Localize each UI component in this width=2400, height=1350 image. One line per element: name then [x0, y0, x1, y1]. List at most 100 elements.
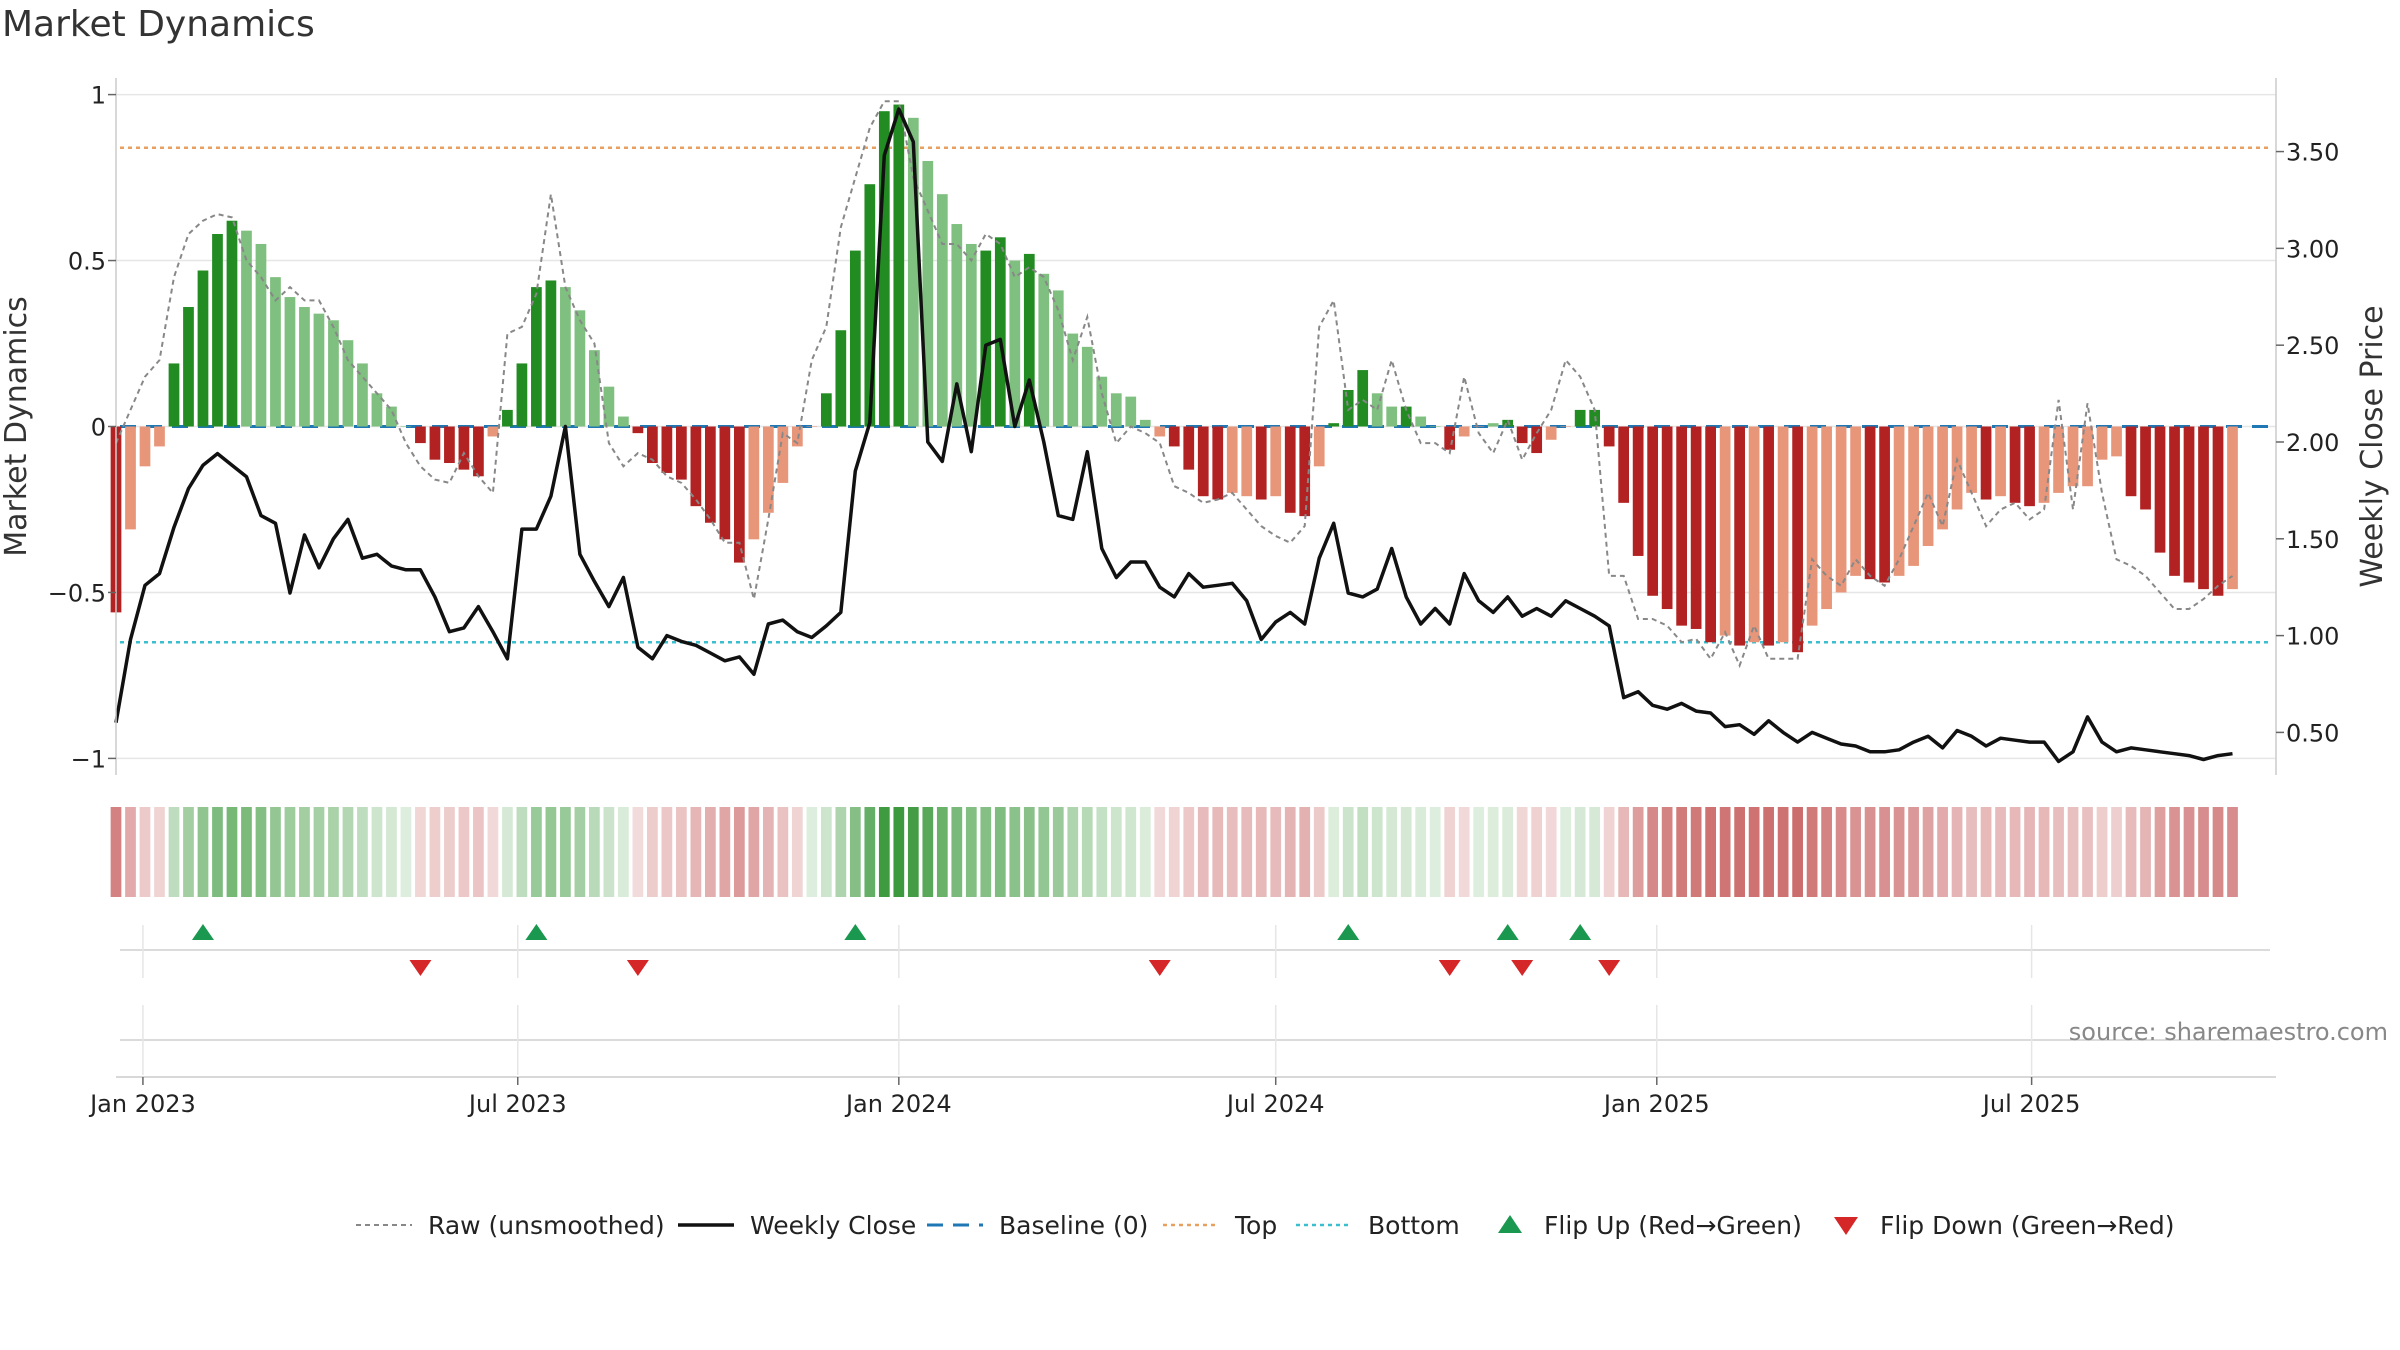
trend-strip-cell	[733, 807, 745, 897]
legend-item: Raw (unsmoothed)	[356, 1211, 665, 1240]
trend-strip-cell	[647, 807, 658, 897]
trend-strip-cell	[1647, 807, 1659, 897]
dynamics-bar	[1212, 426, 1224, 500]
trend-strip-cell	[1313, 807, 1325, 897]
dynamics-bar	[1937, 426, 1948, 530]
trend-strip-cell	[618, 807, 629, 897]
dynamics-bar	[386, 406, 397, 427]
trend-strip-cell	[1284, 807, 1296, 897]
trend-strip-cell	[1661, 807, 1673, 897]
dynamics-bar	[2009, 426, 2021, 503]
trend-strip-cell	[1545, 807, 1557, 897]
left-tick-label: 0.5	[68, 248, 106, 276]
dynamics-bar	[1241, 426, 1253, 497]
dynamics-bar	[313, 313, 325, 427]
trend-strip-cell	[516, 807, 528, 897]
dynamics-bar	[502, 409, 513, 427]
dynamics-bar	[1023, 253, 1035, 427]
dynamics-bar	[1922, 426, 1934, 546]
trend-strip-cell	[1821, 807, 1832, 897]
trend-strip-cell	[1502, 807, 1514, 897]
trend-strip-cell	[1444, 807, 1456, 897]
dynamics-bar	[1154, 426, 1166, 437]
dynamics-bar	[371, 393, 383, 427]
dynamics-bar	[2038, 426, 2050, 503]
trend-strip-cell	[487, 807, 499, 897]
dynamics-bar	[1734, 426, 1745, 646]
legend-label: Top	[1234, 1211, 1277, 1240]
dynamics-bar	[820, 393, 832, 427]
trend-strip-cell	[1110, 807, 1122, 897]
dynamics-bar	[2212, 426, 2224, 596]
dynamics-bar	[1719, 426, 1731, 636]
trend-strip-cell	[1357, 807, 1369, 897]
trend-strip-cell	[690, 807, 702, 897]
dynamics-bar	[907, 117, 919, 427]
trend-strip-cell	[1705, 807, 1716, 897]
trend-strip-cell	[994, 807, 1006, 897]
legend-label: Raw (unsmoothed)	[428, 1211, 665, 1240]
dynamics-bar	[690, 426, 702, 507]
dynamics-bar	[951, 224, 963, 427]
dynamics-bar	[1400, 406, 1412, 427]
flip-down-marker	[1438, 960, 1461, 976]
trend-strip-cell	[284, 807, 296, 897]
flip-down-marker	[1598, 960, 1621, 976]
trend-strip-cell	[502, 807, 513, 897]
left-tick-label: 0	[91, 414, 106, 442]
trend-strip-cell	[1516, 807, 1528, 897]
dynamics-bar	[1125, 396, 1137, 427]
dynamics-bar	[1313, 426, 1325, 467]
dynamics-bar	[1110, 393, 1122, 427]
dynamics-bar	[1980, 426, 1992, 500]
dynamics-bar	[661, 426, 673, 473]
trend-strip-cell	[1531, 807, 1543, 897]
trend-strip-cell	[226, 807, 238, 897]
trend-strip-cell	[299, 807, 310, 897]
dynamics-bar	[2082, 426, 2093, 487]
trend-strip-cell	[2169, 807, 2180, 897]
x-tick-label: Jan 2024	[844, 1090, 952, 1118]
trend-strip-cell	[1777, 807, 1789, 897]
dynamics-bar	[328, 320, 339, 427]
trend-strip-cell	[2212, 807, 2224, 897]
trend-strip-cell	[1038, 807, 1050, 897]
trend-strip-cell	[357, 807, 368, 897]
x-tick-label: Jul 2025	[1981, 1090, 2081, 1118]
trend-strip-cell	[1197, 807, 1209, 897]
legend-label: Flip Down (Green→Red)	[1880, 1211, 2175, 1240]
dynamics-bar	[1951, 426, 1963, 510]
dynamics-bar	[1705, 426, 1716, 643]
trend-strip-cell	[1429, 807, 1441, 897]
right-axis-title: Weekly Close Price	[2355, 305, 2390, 587]
left-tick-label: 1	[91, 82, 106, 110]
trend-strip-cell	[1183, 807, 1195, 897]
dynamics-bar	[560, 287, 571, 427]
trend-strip-cell	[1995, 807, 2006, 897]
dynamics-bar	[1618, 426, 1630, 503]
dynamics-bar	[835, 330, 847, 427]
trend-strip-cell	[1096, 807, 1108, 897]
trend-strip-cell	[1154, 807, 1166, 897]
dynamics-bar	[719, 426, 731, 540]
dynamics-bar	[212, 233, 223, 427]
trend-strip-cell	[704, 807, 716, 897]
trend-strip-cell	[1168, 807, 1180, 897]
trend-strip-cell	[820, 807, 832, 897]
dynamics-bar	[618, 416, 629, 427]
trend-strip-cell	[458, 807, 470, 897]
raw-line-group	[115, 100, 2234, 669]
dynamics-bar	[1444, 426, 1456, 450]
dynamics-bar	[545, 280, 557, 427]
dynamics-bar	[1748, 426, 1760, 643]
dynamics-bar	[1995, 426, 2006, 497]
trend-strip-cell	[125, 807, 136, 897]
trend-strip-cell	[1458, 807, 1470, 897]
legend-item: Top	[1163, 1211, 1277, 1240]
trend-strip-cell	[748, 807, 760, 897]
trend-strip-cell	[400, 807, 412, 897]
trend-strip-cell	[1487, 807, 1499, 897]
trend-strip-cell	[168, 807, 180, 897]
dynamics-bar	[1763, 426, 1774, 646]
trend-strip-cell	[2067, 807, 2079, 897]
